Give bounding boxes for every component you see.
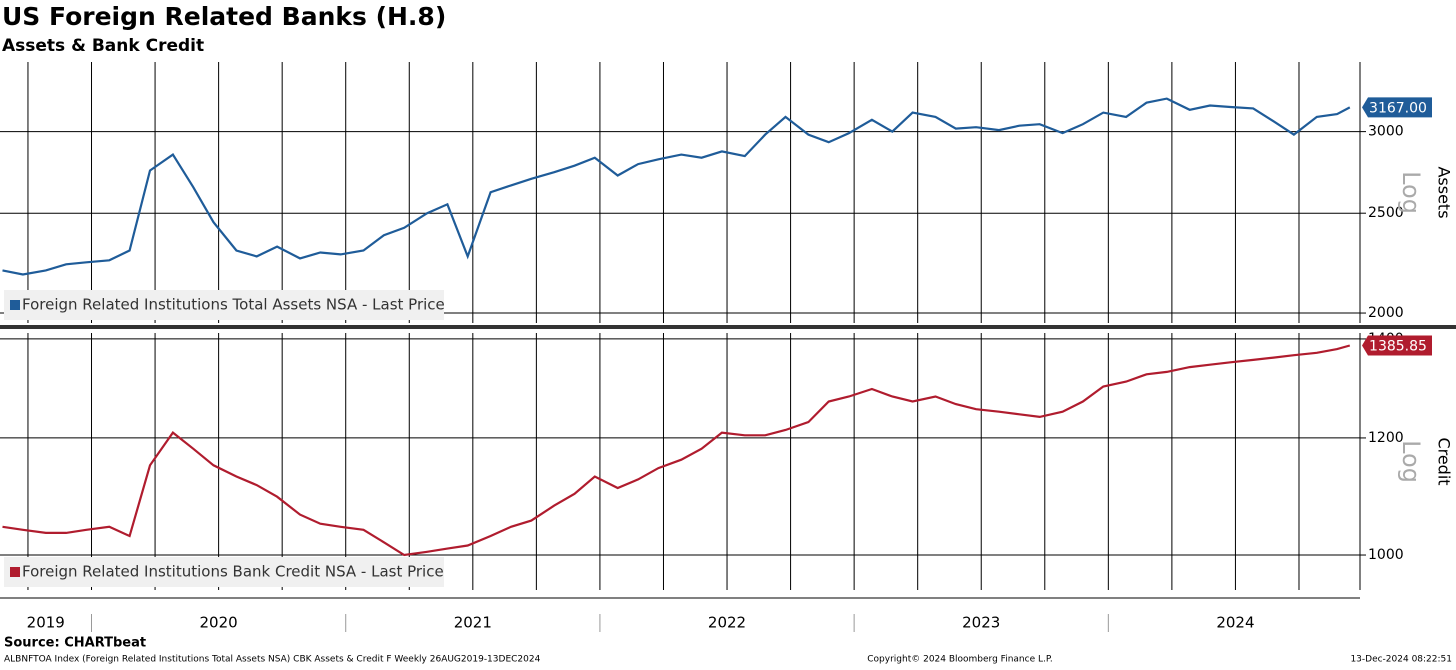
x-tick-label: 2019 [27, 614, 65, 632]
y-tick-label: 1000 [1368, 547, 1404, 563]
legend-box [4, 557, 444, 587]
footer: ALBNFTOA Index (Foreign Related Institut… [4, 655, 541, 665]
y-tick-label: 3000 [1368, 124, 1404, 140]
legend-label: Foreign Related Institutions Bank Credit… [22, 563, 444, 581]
legend-swatch [10, 300, 20, 310]
y-tick-label: 2000 [1368, 305, 1404, 321]
value-badge [1362, 335, 1432, 356]
value-badge [1362, 97, 1432, 118]
y-tick-label: 2500 [1368, 205, 1404, 221]
value-label: 3167.00 [1369, 100, 1427, 116]
source: Source: CHARTbeat [4, 636, 146, 651]
y-axis-label: Credit [1435, 437, 1454, 485]
scale-label: Log [1397, 440, 1425, 483]
value-label: 1385.85 [1369, 338, 1427, 354]
x-tick-label: 2024 [1216, 614, 1254, 632]
data-line [2, 344, 1351, 557]
y-tick-label: 1200 [1368, 430, 1404, 446]
x-tick-label: 2020 [200, 614, 238, 632]
y-axis-label: Assets [1435, 166, 1454, 218]
chart-subtitle: Assets & Bank Credit [2, 36, 204, 56]
footer: 13-Dec-2024 08:22:51 [1350, 655, 1452, 665]
chart-title: US Foreign Related Banks (H.8) [2, 2, 446, 31]
legend-label: Foreign Related Institutions Total Asset… [22, 296, 445, 314]
panel-divider [0, 325, 1456, 329]
x-tick-label: 2022 [708, 614, 746, 632]
legend-swatch [10, 567, 20, 577]
scale-label: Log [1397, 171, 1425, 214]
footer: Copyright© 2024 Bloomberg Finance L.P. [867, 655, 1052, 665]
x-tick-label: 2021 [454, 614, 492, 632]
data-line [2, 97, 1351, 276]
legend-box [4, 290, 444, 320]
x-tick-label: 2023 [962, 614, 1000, 632]
